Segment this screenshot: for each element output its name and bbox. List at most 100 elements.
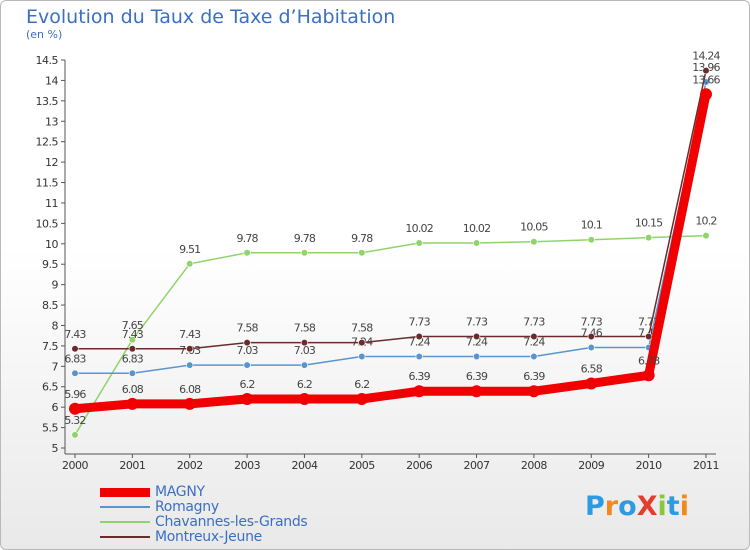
logo-letter: r [604,491,619,522]
data-point-chavannes-les-grands [472,239,481,247]
data-point-romagny [530,352,538,361]
data-label-chavannes-les-grands: 10.1 [581,219,602,232]
legend-swatch-chavannes [100,521,150,523]
data-label-magny: 6.39 [466,370,488,383]
x-tick-label: 2004 [291,459,317,472]
data-point-montreux-jeune [702,67,710,75]
data-label-romagny: 7.03 [294,344,316,357]
data-point-montreux-jeune [587,332,595,341]
data-point-magny [470,385,483,398]
y-tick-label: 7.5 [42,340,58,353]
proxiti-logo: ProXiti [585,491,689,522]
data-label-magny: 6.39 [523,370,545,383]
data-point-magny [69,402,81,415]
y-tick-label: 11 [45,197,58,210]
legend-label-romagny: Romagny [155,499,219,515]
y-tick-label: 7 [52,360,59,373]
legend-swatch-montreux [100,536,150,538]
series-line-chavannes-les-grands [74,234,707,436]
data-label-magny: 6.2 [354,378,369,391]
x-tick-label: 2008 [521,459,547,472]
data-point-magny [298,392,311,405]
data-point-chavannes-les-grands [186,260,194,268]
y-tick-label: 13 [45,115,58,128]
data-label-chavannes-les-grands: 7.65 [122,319,144,332]
chart-subtitle: (en %) [26,28,63,41]
data-label-chavannes-les-grands: 10.05 [520,221,548,234]
y-tick-label: 11.5 [36,177,59,190]
logo-letter: t [666,491,680,522]
y-tick-label: 5 [52,442,59,455]
data-label-montreux-jeune: 7.73 [466,316,488,329]
legend-swatch-romagny [100,506,150,508]
x-tick-label: 2011 [693,459,719,472]
x-tick-label: 2002 [177,459,203,472]
series-line-romagny [74,81,707,375]
data-label-romagny: 6.83 [64,352,86,365]
data-point-romagny [243,361,251,369]
x-tick-label: 2003 [234,459,260,472]
data-point-chavannes-les-grands [128,336,136,344]
data-label-chavannes-les-grands: 9.78 [236,232,258,245]
data-label-magny: 5.96 [64,388,86,401]
data-label-chavannes-les-grands: 10.15 [635,217,663,230]
data-point-magny [413,385,426,398]
y-tick-label: 14.5 [36,54,59,67]
data-label-montreux-jeune: 14.24 [692,50,720,63]
logo-letter: o [618,491,637,522]
data-point-romagny [300,361,309,369]
data-point-magny [241,392,254,405]
data-label-montreux-jeune: 7.73 [523,316,545,329]
data-label-chavannes-les-grands: 10.2 [695,215,716,228]
data-point-montreux-jeune [645,332,653,341]
y-tick-label: 10 [45,238,58,251]
legend-label-magny: MAGNY [155,484,205,500]
data-label-magny: 6.2 [297,378,312,391]
x-tick-label: 2009 [578,459,604,472]
y-tick-label: 5.5 [42,422,58,435]
data-label-montreux-jeune: 7.58 [294,322,316,335]
data-point-montreux-jeune [472,332,481,341]
x-tick-label: 2000 [62,459,88,472]
data-point-chavannes-les-grands [587,236,595,244]
data-label-romagny: 7.24 [523,336,545,349]
y-tick-label: 6.5 [42,381,58,394]
x-tick-label: 2001 [119,459,145,472]
x-tick-label: 2006 [406,459,432,472]
y-tick-label: 6 [52,401,59,414]
data-point-magny [700,88,712,101]
data-label-chavannes-les-grands: 9.78 [294,232,316,245]
data-point-romagny [186,361,194,369]
data-label-montreux-jeune: 7.43 [179,328,201,341]
legend-label-montreux: Montreux-Jeune [155,529,262,545]
data-point-romagny [415,352,423,361]
data-label-montreux-jeune: 7.73 [581,316,603,329]
data-point-magny [126,397,139,410]
data-point-romagny [71,369,79,377]
data-label-montreux-jeune: 7.73 [409,316,431,329]
data-label-magny: 6.08 [122,383,144,396]
y-tick-label: 10.5 [36,217,59,230]
data-label-magny: 6.78 [638,354,660,367]
series-line-magny [70,89,711,414]
logo-letter: i [657,491,667,522]
data-point-romagny [358,352,366,361]
data-point-chavannes-les-grands [415,239,423,247]
data-point-montreux-jeune [415,332,423,341]
data-label-montreux-jeune: 7.43 [64,328,86,341]
data-label-romagny: 6.83 [122,352,144,365]
data-point-magny [355,392,368,405]
y-tick-label: 9.5 [42,258,58,271]
y-tick-label: 9 [52,279,59,292]
data-point-magny [527,385,540,398]
data-label-romagny: 7.24 [466,336,488,349]
y-tick-label: 8.5 [42,299,58,312]
data-point-chavannes-les-grands [243,249,251,257]
data-point-chavannes-les-grands [71,431,79,439]
data-point-romagny [587,343,595,352]
data-label-chavannes-les-grands: 9.78 [351,232,373,245]
data-point-montreux-jeune [530,332,538,341]
data-label-magny: 6.39 [409,370,431,383]
